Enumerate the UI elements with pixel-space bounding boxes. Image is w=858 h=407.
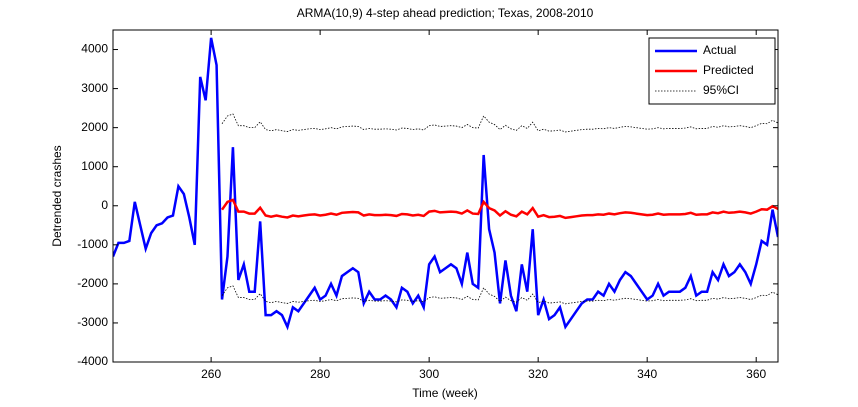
series-line <box>113 37 778 331</box>
y-tick-label: -2000 <box>77 276 108 290</box>
y-tick-label: 0 <box>101 198 108 212</box>
y-tick-label: 2000 <box>81 120 108 134</box>
series-line <box>220 198 778 220</box>
x-axis-label: Time (week) <box>412 386 478 400</box>
y-tick-label: -4000 <box>77 354 108 368</box>
y-tick-label: -1000 <box>77 237 108 251</box>
x-tick-label: 320 <box>528 367 548 381</box>
series-line <box>221 285 778 305</box>
y-tick-label: -3000 <box>77 315 108 329</box>
legend-label: Actual <box>703 43 736 57</box>
chart-title: ARMA(10,9) 4-step ahead prediction; Texa… <box>297 6 594 20</box>
x-tick-label: 300 <box>419 367 439 381</box>
series-line <box>221 113 778 133</box>
plot-frame <box>112 29 779 363</box>
y-tick-label: 4000 <box>81 42 108 56</box>
x-tick-label: 340 <box>637 367 657 381</box>
x-tick-label: 360 <box>746 367 766 381</box>
y-tick-label: 1000 <box>81 159 108 173</box>
x-tick-label: 280 <box>310 367 330 381</box>
y-tick-label: 3000 <box>81 81 108 95</box>
legend-label: 95%CI <box>703 83 739 97</box>
y-axis-label: Detrended crashes <box>50 145 64 246</box>
legend-label: Predicted <box>703 63 754 77</box>
x-tick-label: 260 <box>201 367 221 381</box>
